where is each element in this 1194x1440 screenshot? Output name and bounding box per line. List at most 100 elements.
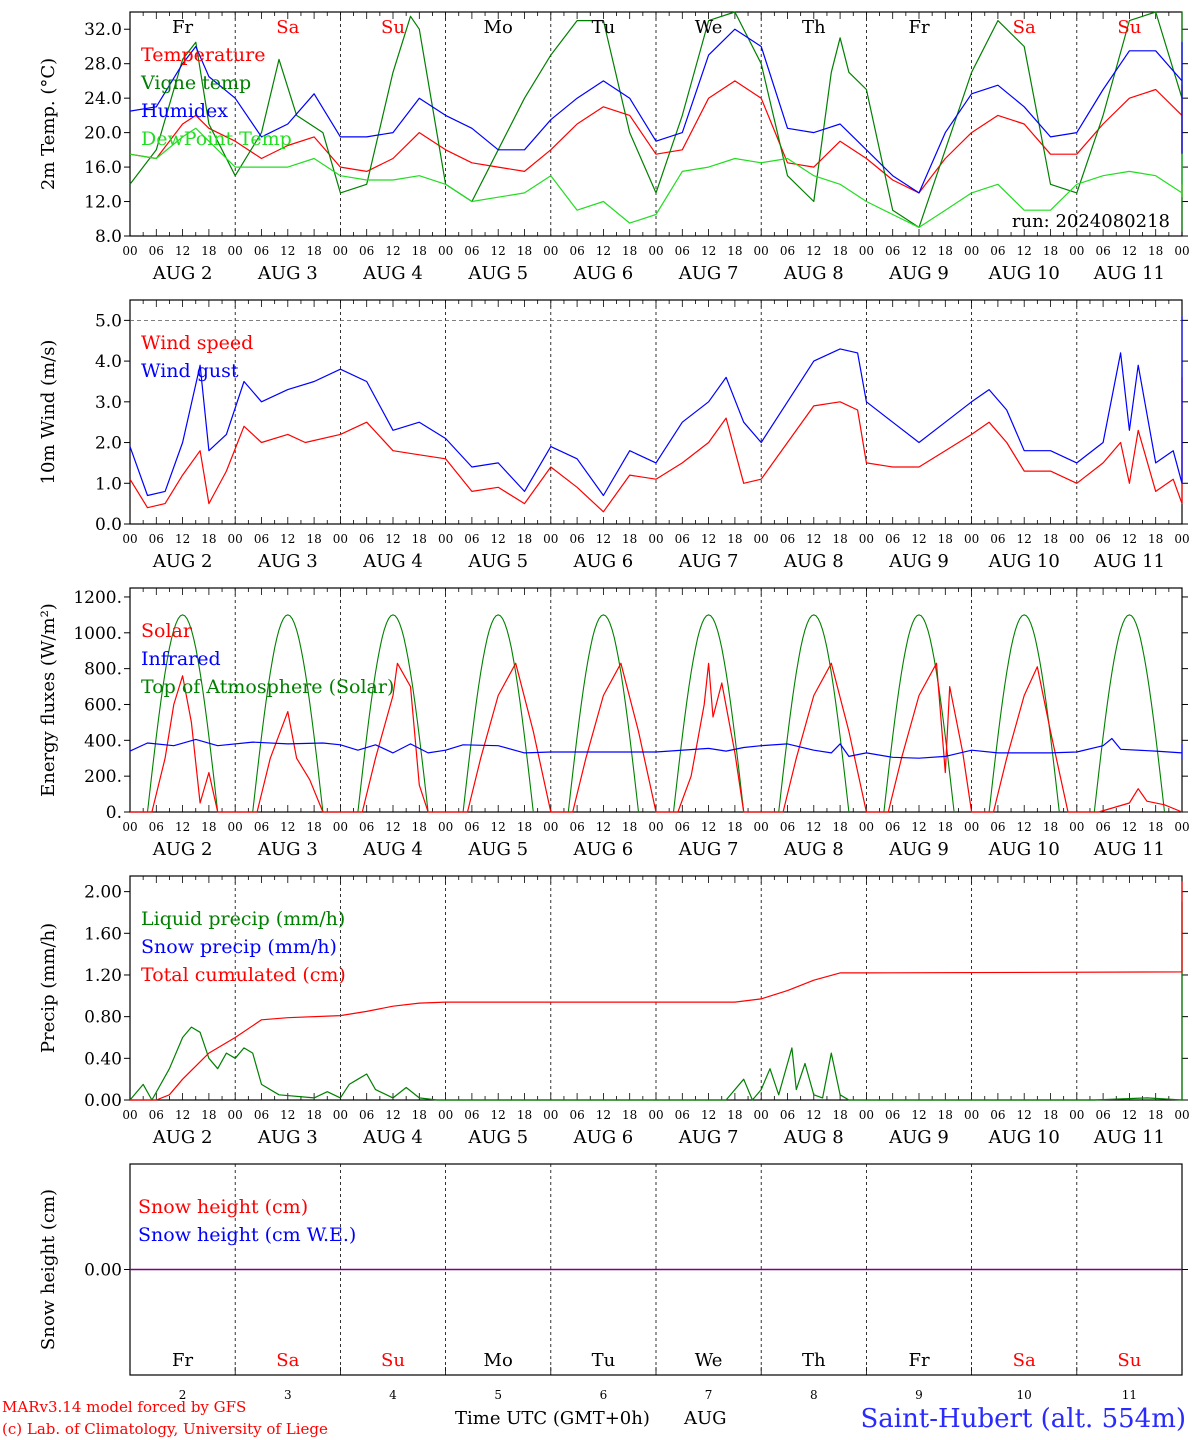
hour-tick-label: 00	[228, 1108, 243, 1122]
hour-tick-label: 06	[464, 244, 479, 258]
hour-tick-label: 06	[990, 244, 1005, 258]
day-number-label: 6	[600, 1388, 608, 1402]
hour-tick-label: 18	[201, 244, 216, 258]
hour-tick-label: 18	[306, 244, 321, 258]
y-axis-title: Energy fluxes (W/m²)	[38, 603, 59, 797]
y-tick-label: 1.20	[84, 966, 122, 986]
panel-3-series	[129, 614, 1183, 813]
hour-tick-label: 18	[832, 1108, 847, 1122]
hour-tick-label: 06	[254, 820, 269, 834]
toa-solar-curve	[778, 614, 850, 813]
hour-tick-label: 12	[1017, 244, 1032, 258]
day-label-bottom: Su	[1117, 1350, 1141, 1371]
day-label-top: Sa	[276, 17, 299, 38]
hour-tick-label: 06	[990, 532, 1005, 546]
series-line-wind-gust	[129, 315, 1183, 497]
hour-tick-label: 18	[622, 244, 637, 258]
panel-3	[124, 587, 1188, 813]
legend-entry: Solar	[141, 620, 193, 642]
hour-tick-label: 18	[306, 820, 321, 834]
day-label-top: We	[695, 17, 723, 38]
legend-entry: Temperature	[141, 44, 265, 66]
hour-tick-label: 12	[1122, 820, 1137, 834]
footer-model: MARv3.14 model forced by GFS	[2, 1398, 246, 1416]
date-label: AUG 8	[783, 263, 844, 284]
hour-tick-label: 12	[596, 820, 611, 834]
hour-tick-label: 06	[675, 820, 690, 834]
y-tick-label: 28.0	[84, 55, 122, 75]
hour-tick-label: 18	[727, 1108, 742, 1122]
hour-tick-label: 18	[412, 820, 427, 834]
hour-tick-label: 00	[1069, 532, 1084, 546]
date-label: AUG 11	[1093, 263, 1165, 284]
legend-entry: Liquid precip (mm/h)	[141, 908, 345, 930]
y-tick-label: 4.0	[95, 352, 122, 372]
hour-tick-label: 00	[122, 1108, 137, 1122]
y-tick-label: 0.	[106, 803, 122, 823]
day-label-bottom: Th	[802, 1350, 826, 1371]
hour-tick-label: 18	[622, 1108, 637, 1122]
y-tick-label: 0.40	[84, 1049, 122, 1069]
x-axis-title: Time UTC (GMT+0h)	[455, 1408, 650, 1429]
hour-tick-label: 18	[1043, 244, 1058, 258]
hour-tick-label: 00	[438, 244, 453, 258]
hour-tick-label: 12	[806, 1108, 821, 1122]
hour-tick-label: 18	[727, 244, 742, 258]
day-label-bottom: Tu	[592, 1350, 616, 1371]
day-label-bottom: Sa	[1013, 1350, 1036, 1371]
y-tick-label: 5.0	[95, 311, 122, 331]
hour-tick-label: 12	[596, 1108, 611, 1122]
hour-tick-label: 00	[333, 1108, 348, 1122]
hour-tick-label: 18	[1148, 532, 1163, 546]
date-label: AUG 6	[573, 839, 634, 860]
hour-tick-label: 18	[938, 244, 953, 258]
legend-entry: Total cumulated (cm)	[141, 964, 346, 986]
hour-tick-label: 06	[254, 1108, 269, 1122]
toa-solar-curve	[672, 614, 745, 813]
legend-entry: Vigne temp	[140, 72, 251, 94]
hour-tick-label: 00	[648, 1108, 663, 1122]
hour-tick-label: 12	[175, 1108, 190, 1122]
panel-1-series	[129, 11, 1183, 232]
hour-tick-label: 00	[859, 244, 874, 258]
hour-tick-label: 18	[832, 244, 847, 258]
panel-1	[124, 11, 1188, 237]
day-number-label: 2	[179, 1388, 187, 1402]
day-label-bottom: Fr	[908, 1350, 929, 1371]
hour-tick-label: 00	[648, 532, 663, 546]
hour-tick-label: 00	[1174, 244, 1189, 258]
hour-tick-label: 06	[149, 820, 164, 834]
y-axis-title: Snow height (cm)	[38, 1189, 59, 1350]
hour-tick-label: 12	[701, 820, 716, 834]
hour-tick-label: 18	[1043, 1108, 1058, 1122]
day-number-label: 11	[1122, 1388, 1137, 1402]
hour-tick-label: 00	[333, 244, 348, 258]
legend-entry: Snow height (cm)	[138, 1196, 308, 1218]
hour-tick-label: 12	[911, 532, 926, 546]
y-tick-label: 200.	[84, 767, 122, 787]
y-tick-label: 20.0	[84, 124, 122, 144]
hour-tick-label: 18	[1148, 244, 1163, 258]
station-name: Saint-Hubert (alt. 554m)	[860, 1404, 1186, 1434]
hour-tick-label: 12	[701, 532, 716, 546]
hour-tick-label: 12	[1017, 820, 1032, 834]
hour-tick-label: 06	[675, 1108, 690, 1122]
day-number-label: 4	[389, 1388, 397, 1402]
legend-entry: Snow height (cm W.E.)	[138, 1224, 356, 1246]
hour-tick-label: 12	[175, 532, 190, 546]
hour-tick-label: 12	[385, 532, 400, 546]
date-label: AUG 2	[152, 551, 213, 572]
hour-tick-label: 06	[885, 532, 900, 546]
date-label: AUG 8	[783, 551, 844, 572]
date-label: AUG 3	[257, 263, 318, 284]
hour-tick-label: 12	[491, 532, 506, 546]
y-tick-label: 1.0	[95, 474, 122, 494]
legend-entry: Humidex	[141, 100, 228, 122]
hour-tick-label: 00	[648, 820, 663, 834]
hour-tick-label: 18	[727, 820, 742, 834]
hour-tick-label: 12	[911, 244, 926, 258]
hour-tick-label: 00	[228, 532, 243, 546]
date-label: AUG 3	[257, 839, 318, 860]
date-label: AUG 7	[678, 263, 739, 284]
